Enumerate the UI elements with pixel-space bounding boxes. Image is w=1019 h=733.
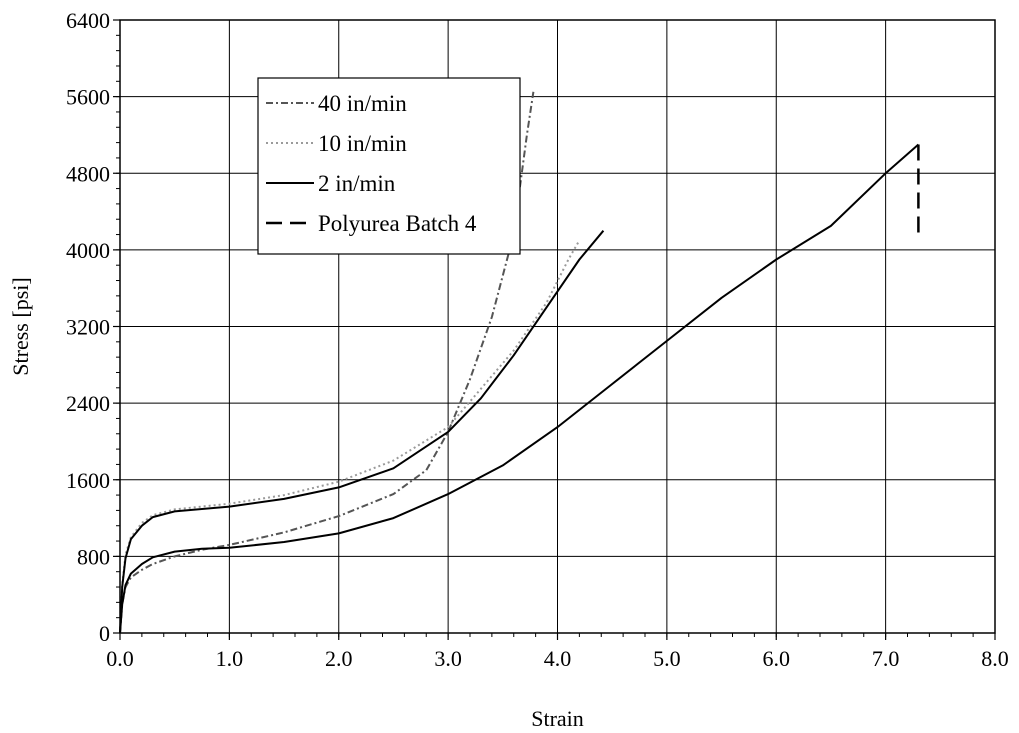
y-tick-label: 4800	[66, 161, 110, 186]
legend-label: 10 in/min	[318, 131, 407, 156]
legend-label: 2 in/min	[318, 171, 396, 196]
y-tick-label: 0	[99, 621, 110, 646]
series-line-1	[119, 239, 581, 634]
x-axis-ticks: 0.0 1.0 2.0 3.0 4.0 5.0 6.0 7.0 8.0	[106, 633, 1009, 671]
y-tick-label: 3200	[66, 315, 110, 340]
y-tick-label: 1600	[66, 468, 110, 493]
y-tick-label: 800	[77, 544, 110, 569]
x-tick-label: 7.0	[872, 646, 900, 671]
legend-label: Polyurea Batch 4	[318, 211, 477, 236]
series-line-4	[119, 143, 920, 634]
x-tick-label: 8.0	[981, 646, 1009, 671]
legend: 40 in/min 10 in/min 2 in/min Polyurea Batch…	[257, 77, 521, 255]
legend-box	[257, 77, 521, 255]
x-axis-label: Strain	[531, 706, 584, 731]
y-tick-label: 2400	[66, 391, 110, 416]
series-line-2	[119, 230, 605, 634]
grid	[120, 20, 995, 633]
x-tick-label: 3.0	[434, 646, 462, 671]
legend-label: 40 in/min	[318, 91, 407, 116]
series-lines	[119, 91, 920, 634]
series-line-0	[119, 91, 535, 634]
y-axis-label: Stress [psi]	[8, 277, 33, 375]
x-tick-label: 4.0	[544, 646, 572, 671]
x-tick-label: 1.0	[216, 646, 244, 671]
y-tick-label: 4000	[66, 238, 110, 263]
x-tick-label: 2.0	[325, 646, 353, 671]
y-tick-label: 5600	[66, 85, 110, 110]
x-tick-label: 6.0	[763, 646, 791, 671]
x-tick-label: 0.0	[106, 646, 134, 671]
y-axis-ticks: 0 800 1600 2400 3200 4000 4800 5600 6400	[66, 8, 120, 646]
x-tick-label: 5.0	[653, 646, 681, 671]
y-tick-label: 6400	[66, 8, 110, 33]
